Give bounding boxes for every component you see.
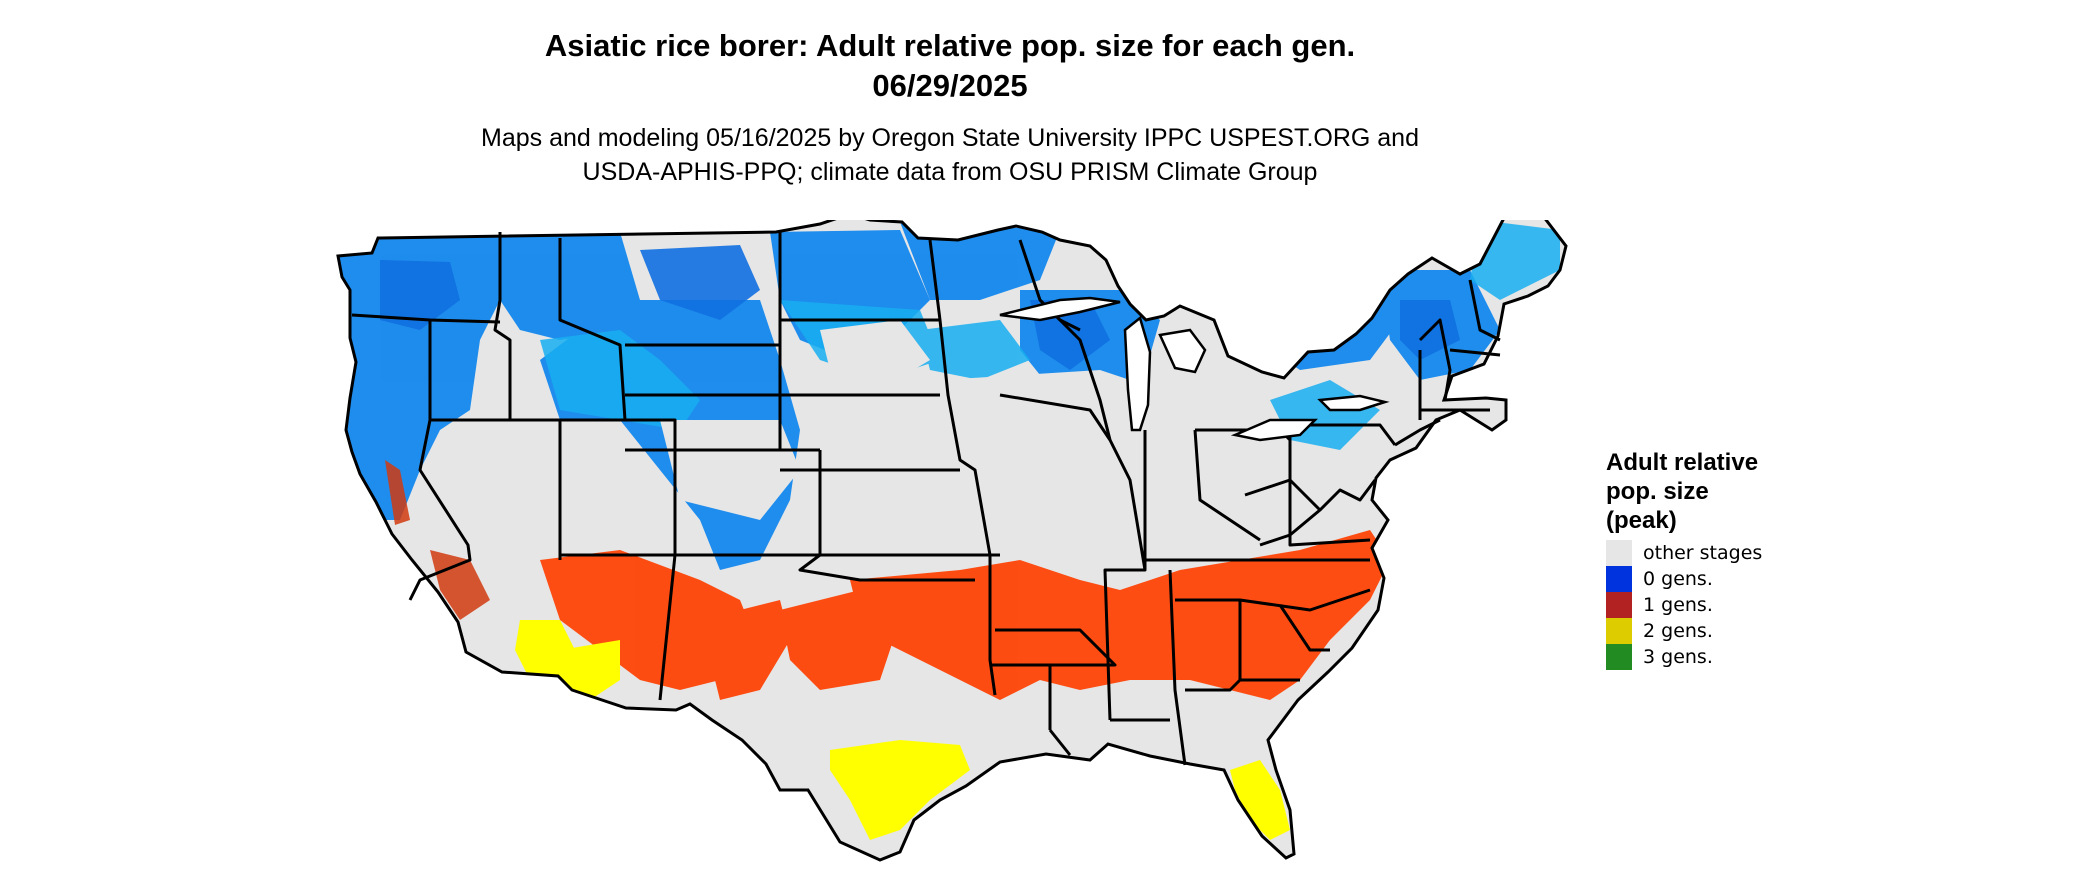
legend-label: 1 gens. <box>1643 594 1713 616</box>
legend-swatch <box>1606 566 1632 592</box>
map-title-line1: Asiatic rice borer: Adult relative pop. … <box>544 28 1356 63</box>
legend-swatch <box>1606 644 1632 670</box>
map-subtitle-line2: USDA-APHIS-PPQ; climate data from OSU PR… <box>582 158 1318 186</box>
legend-title-line1: Adult relative <box>1606 449 1759 476</box>
legend-title-line3: (peak) <box>1606 507 1677 534</box>
legend-label: 0 gens. <box>1643 568 1713 590</box>
legend-swatch <box>1606 540 1632 566</box>
legend-title-line2: pop. size <box>1606 478 1709 505</box>
legend-label: 3 gens. <box>1643 646 1713 668</box>
legend-swatch <box>1606 618 1632 644</box>
map-subtitle-line1: Maps and modeling 05/16/2025 by Oregon S… <box>481 124 1419 152</box>
legend-swatch <box>1606 592 1632 618</box>
us-degree-day-map <box>336 220 1568 862</box>
map-title-line2: 06/29/2025 <box>872 68 1028 103</box>
legend-label: other stages <box>1643 542 1763 564</box>
legend-label: 2 gens. <box>1643 620 1713 642</box>
